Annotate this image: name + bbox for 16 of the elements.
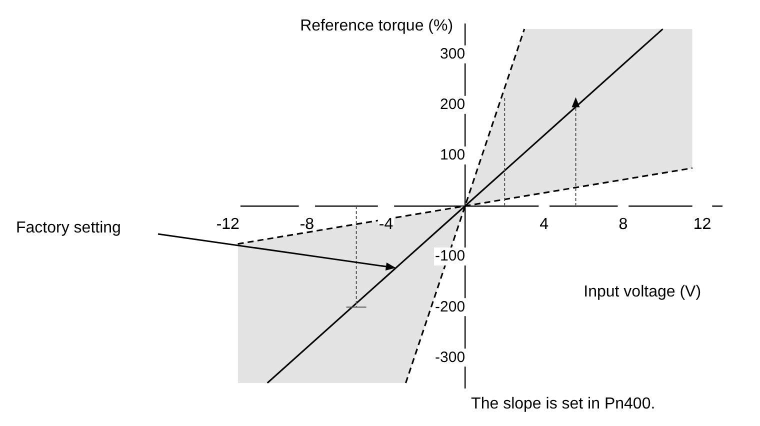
text: The slope is set in Pn400. bbox=[471, 395, 656, 412]
x-axis-title: Input voltage (V) bbox=[584, 283, 702, 300]
y-axis-title: Reference torque (%) bbox=[300, 17, 454, 34]
x-tick-label: -8 bbox=[300, 216, 314, 234]
y-tick-label: 100 bbox=[440, 146, 466, 164]
x-tick-label: -12 bbox=[216, 216, 240, 234]
x-tick-label: -4 bbox=[378, 216, 394, 234]
text: Factory setting bbox=[16, 219, 121, 236]
y-tick-label: -100 bbox=[435, 248, 466, 265]
y-tick-label: -200 bbox=[435, 298, 466, 316]
x-tick-label: 4 bbox=[540, 216, 549, 234]
y-tick-label: 200 bbox=[440, 96, 466, 114]
y-tick-label: 300 bbox=[440, 45, 466, 62]
x-tick-label: 8 bbox=[618, 216, 628, 234]
x-tick-label: 12 bbox=[693, 216, 712, 234]
y-tick-label: -300 bbox=[435, 348, 466, 366]
